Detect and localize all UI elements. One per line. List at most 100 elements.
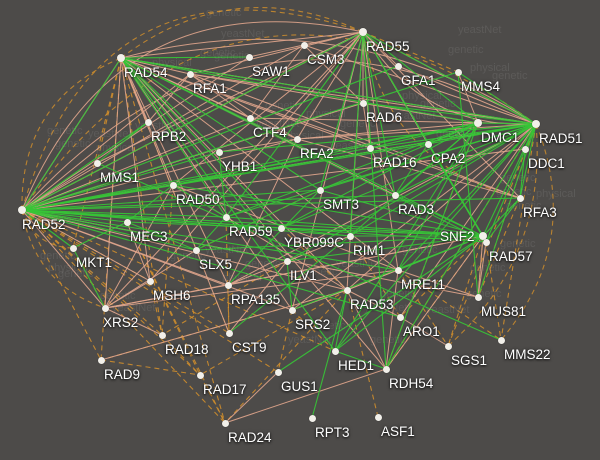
arc-edge-yeastnet — [500, 123, 554, 341]
arc-edge-yeastnet — [362, 31, 521, 199]
edge-yeastnet — [346, 289, 379, 418]
node-dmc1[interactable] — [474, 119, 482, 127]
edge-physical — [296, 31, 364, 140]
edge-physical — [126, 221, 151, 282]
node-rpt3[interactable] — [308, 414, 316, 422]
node-rpb2[interactable] — [144, 118, 152, 126]
node-rpa135[interactable] — [224, 281, 232, 289]
edge-genetic — [385, 123, 537, 370]
node-rad9[interactable] — [97, 356, 105, 364]
edge-physical — [296, 122, 479, 140]
node-cpa2[interactable] — [424, 140, 432, 148]
edge-genetic — [482, 123, 537, 237]
node-rad59[interactable] — [222, 213, 230, 221]
node-rad3[interactable] — [391, 191, 399, 199]
node-rad52[interactable] — [18, 206, 26, 214]
node-rad6[interactable] — [359, 99, 367, 107]
node-rfa3[interactable] — [516, 194, 524, 202]
edge-physical — [120, 57, 371, 149]
node-ddc1[interactable] — [521, 145, 529, 153]
node-snf2[interactable] — [479, 232, 487, 240]
node-mre11[interactable] — [394, 266, 402, 274]
edge-physical — [385, 269, 399, 370]
node-rad16[interactable] — [366, 144, 374, 152]
node-rad51[interactable] — [532, 120, 540, 128]
node-saw1[interactable] — [245, 53, 253, 61]
node-yhb1[interactable] — [215, 148, 223, 156]
edge-physical — [189, 31, 364, 75]
node-ctf4[interactable] — [246, 114, 254, 122]
edge-genetic — [225, 122, 479, 218]
node-ilv1[interactable] — [283, 257, 291, 265]
node-rad54[interactable] — [117, 54, 125, 62]
node-rad53[interactable] — [343, 286, 351, 294]
node-rad57[interactable] — [482, 238, 490, 246]
node-xrs2[interactable] — [101, 304, 109, 312]
node-rfa1[interactable] — [186, 70, 194, 78]
edge-physical — [21, 148, 526, 211]
edge-physical — [362, 31, 399, 67]
edge-genetic — [21, 209, 227, 218]
edge-genetic — [195, 216, 227, 251]
edge-yeastnet — [199, 289, 348, 376]
node-mms1[interactable] — [93, 159, 101, 167]
edge-physical — [399, 316, 449, 347]
edge-physical — [21, 117, 251, 211]
edge-genetic — [362, 31, 387, 370]
node-ybr099c[interactable] — [277, 224, 285, 232]
edge-genetic — [120, 57, 537, 125]
edge-genetic — [21, 31, 364, 211]
node-msh6[interactable] — [146, 277, 154, 285]
edge-genetic — [286, 260, 293, 311]
node-aro1[interactable] — [396, 313, 404, 321]
node-mus81[interactable] — [474, 293, 482, 301]
node-mec3[interactable] — [123, 218, 131, 226]
edge-genetic — [225, 31, 364, 218]
edge-genetic — [120, 57, 282, 229]
edge-genetic — [277, 235, 484, 373]
arc-edge-yeastnet — [21, 209, 106, 309]
node-cst9[interactable] — [225, 329, 233, 337]
node-rfa2[interactable] — [293, 135, 301, 143]
node-sgs1[interactable] — [444, 342, 452, 350]
edge-genetic — [334, 235, 484, 352]
edge-yeastnet — [349, 235, 401, 318]
node-rdh54[interactable] — [382, 365, 390, 373]
edge-genetic — [195, 189, 321, 251]
node-rad18[interactable] — [158, 331, 166, 339]
arc-edge-yeastnet — [120, 6, 364, 59]
edge-physical — [104, 184, 174, 309]
edge-genetic — [334, 122, 479, 352]
edge-genetic — [172, 123, 537, 186]
edge-genetic — [21, 209, 128, 223]
node-rad50[interactable] — [169, 181, 177, 189]
edge-yeastnet — [161, 334, 201, 376]
node-hed1[interactable] — [331, 347, 339, 355]
node-gus1[interactable] — [274, 368, 282, 376]
node-rad55[interactable] — [359, 28, 367, 36]
edge-genetic — [120, 57, 487, 243]
node-csm3[interactable] — [300, 41, 308, 49]
edge-genetic — [485, 123, 537, 243]
node-rad17[interactable] — [196, 371, 204, 379]
node-slx5[interactable] — [192, 246, 200, 254]
node-rad24[interactable] — [221, 419, 229, 427]
edge-genetic — [362, 31, 396, 196]
edge-genetic — [225, 216, 484, 237]
node-gfa1[interactable] — [394, 62, 402, 70]
node-smt3[interactable] — [316, 186, 324, 194]
edge-genetic — [120, 57, 220, 153]
edge-physical — [120, 57, 151, 282]
node-asf1[interactable] — [374, 413, 382, 421]
node-mms4[interactable] — [454, 68, 462, 76]
node-mkt1[interactable] — [69, 244, 77, 252]
edge-genetic — [21, 194, 396, 211]
edge-genetic — [120, 57, 336, 352]
node-srs2[interactable] — [288, 306, 296, 314]
edge-yeastnet — [126, 221, 226, 424]
edge-physical — [120, 31, 364, 59]
edge-physical — [362, 31, 521, 199]
node-rim1[interactable] — [346, 232, 354, 240]
node-mms22[interactable] — [497, 336, 505, 344]
